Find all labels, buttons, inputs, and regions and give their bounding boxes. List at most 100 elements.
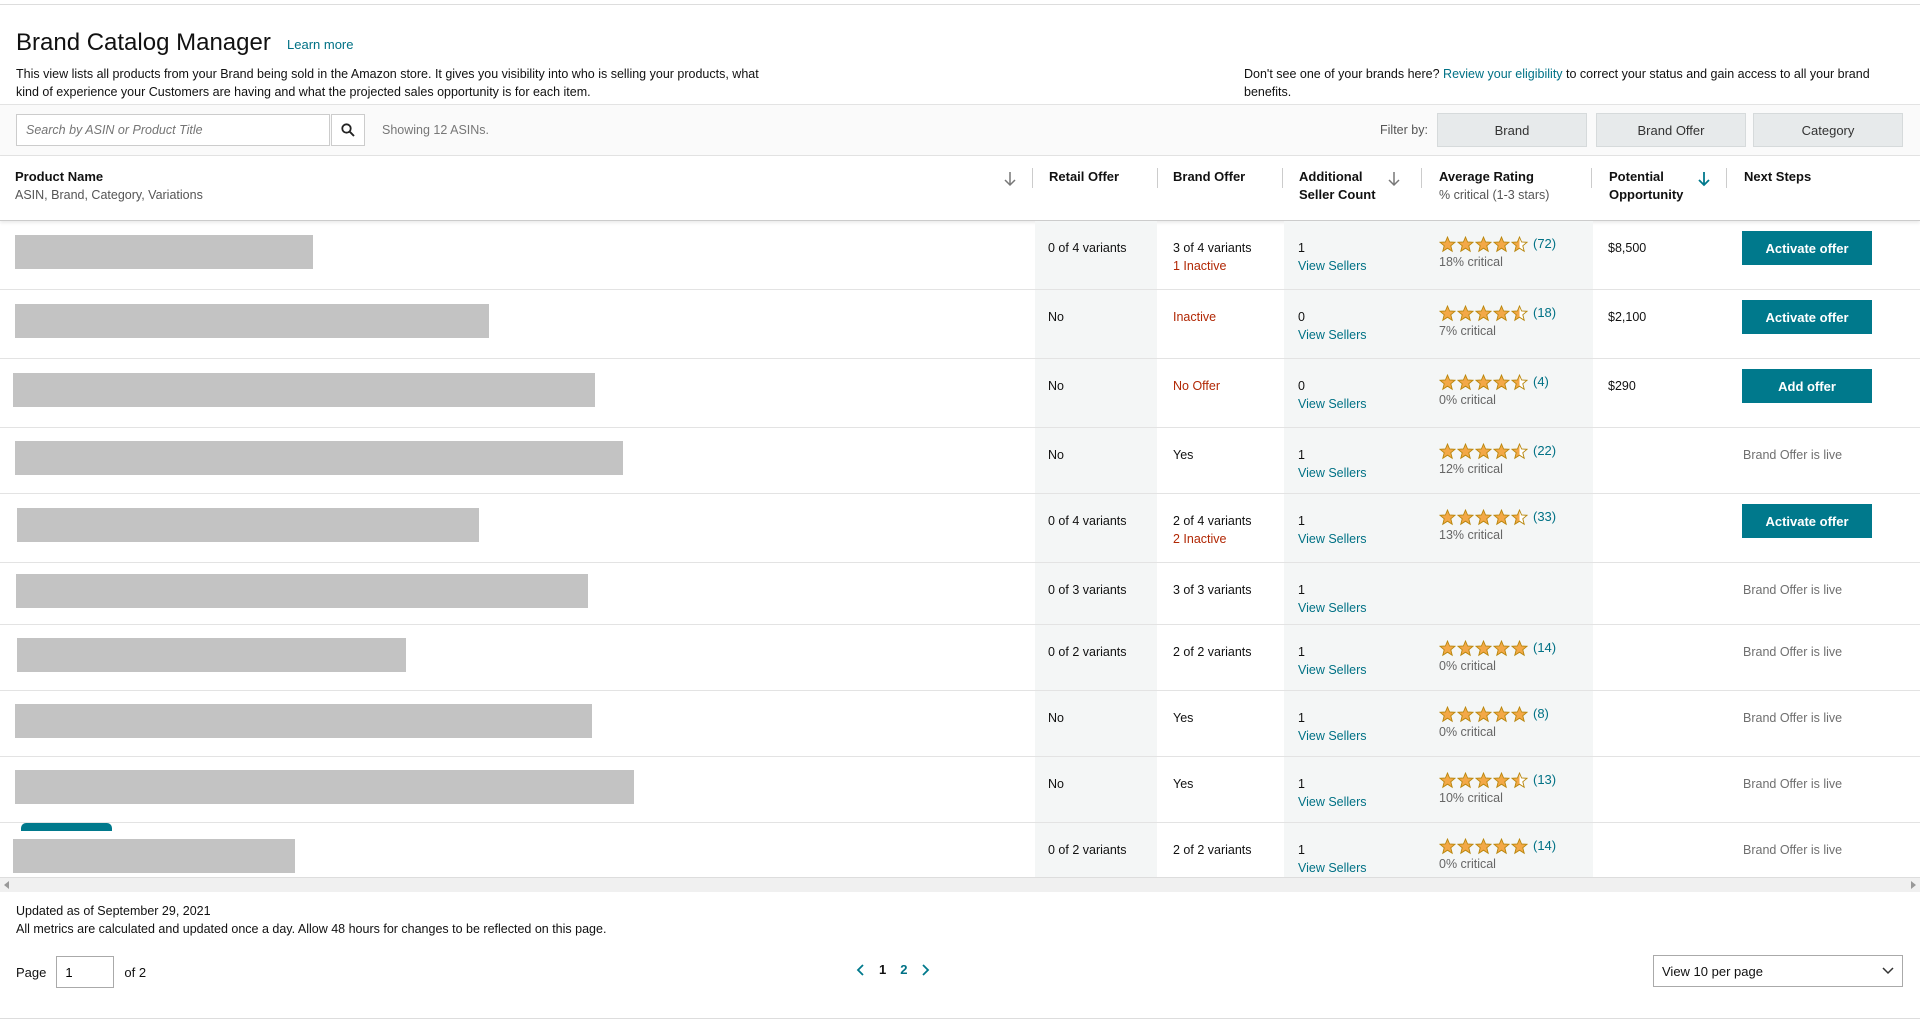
chevron-right-icon[interactable]	[920, 963, 930, 976]
rating-count-link[interactable]: (14)	[1533, 838, 1557, 853]
activate-offer-button[interactable]: Activate offer	[1742, 231, 1872, 265]
chevron-down-icon	[1882, 967, 1894, 975]
view-sellers-link[interactable]: View Sellers	[1298, 795, 1367, 809]
brand-offer-value: 3 of 3 variants	[1173, 583, 1252, 597]
rating-cell: (33) 13% critical	[1439, 508, 1556, 544]
table-row: No Yes 1 View Sellers (8) 0% critical Brand Of…	[0, 691, 1920, 757]
column-divider	[1421, 168, 1422, 188]
retail-offer-value: 0 of 4 variants	[1048, 241, 1127, 255]
page-number-input[interactable]	[56, 956, 115, 988]
star-rating	[1439, 771, 1529, 789]
sort-arrow-down-icon[interactable]	[1387, 171, 1401, 187]
search-input[interactable]	[16, 114, 330, 146]
opportunity-value: $290	[1608, 379, 1636, 393]
star-icon	[1439, 639, 1456, 656]
scroll-right-icon[interactable]	[1909, 881, 1917, 889]
brand-offer-value: Yes	[1173, 711, 1194, 725]
col-brand-offer[interactable]: Brand Offer	[1173, 169, 1246, 184]
view-sellers-link[interactable]: View Sellers	[1298, 663, 1367, 677]
seller-count-value: 0	[1298, 310, 1305, 324]
table-row: 0 of 4 variants 3 of 4 variants 1 Inactive…	[0, 221, 1920, 290]
rating-count-link[interactable]: (4)	[1533, 374, 1549, 389]
view-sellers-link[interactable]: View Sellers	[1298, 328, 1367, 342]
page-link-1[interactable]: 1	[879, 962, 887, 977]
rating-count-link[interactable]: (14)	[1533, 640, 1557, 655]
view-sellers-link[interactable]: View Sellers	[1298, 259, 1367, 273]
rating-count-link[interactable]: (33)	[1533, 509, 1557, 524]
top-divider	[0, 0, 1920, 5]
view-sellers-link[interactable]: View Sellers	[1298, 601, 1367, 615]
brand-offer-value: Inactive	[1173, 310, 1217, 324]
activate-offer-button[interactable]: Activate offer	[1742, 504, 1872, 538]
star-rating	[1439, 304, 1529, 322]
redacted-product-name	[15, 235, 313, 269]
chevron-left-icon[interactable]	[856, 963, 866, 976]
scroll-left-icon[interactable]	[3, 881, 11, 889]
sort-arrow-down-icon[interactable]	[1003, 171, 1017, 187]
rating-count-link[interactable]: (22)	[1533, 443, 1557, 458]
rating-count-link[interactable]: (8)	[1533, 706, 1549, 721]
filter-brand-offer-button[interactable]: Brand Offer	[1596, 113, 1746, 147]
col-potential-opportunity[interactable]: Potential Opportunity	[1609, 169, 1684, 202]
add-offer-button[interactable]: Add offer	[1742, 369, 1872, 403]
rating-count-link[interactable]: (72)	[1533, 236, 1557, 251]
learn-more-link[interactable]: Learn more	[287, 37, 354, 52]
redacted-product-name	[17, 638, 406, 672]
search-button[interactable]	[331, 114, 365, 146]
seller-count-cell: 1 View Sellers	[1298, 446, 1367, 482]
view-sellers-link[interactable]: View Sellers	[1298, 532, 1367, 546]
star-icon	[1457, 639, 1474, 656]
star-icon	[1475, 639, 1492, 656]
star-half-icon	[1511, 373, 1528, 390]
col-seller-count[interactable]: Additional Seller Count	[1299, 169, 1376, 202]
per-page-select[interactable]: View 10 per page	[1653, 955, 1903, 987]
rating-cell: (22) 12% critical	[1439, 442, 1556, 478]
seller-cell-bg	[1284, 428, 1421, 493]
view-sellers-link[interactable]: View Sellers	[1298, 729, 1367, 743]
rating-cell-bg	[1421, 221, 1593, 289]
view-sellers-link[interactable]: View Sellers	[1298, 861, 1367, 875]
page-title: Brand Catalog Manager	[16, 29, 271, 56]
sort-arrow-down-active-icon[interactable]	[1697, 171, 1711, 187]
star-rating	[1439, 508, 1529, 526]
redacted-product-name	[15, 704, 592, 738]
critical-percent: 0% critical	[1439, 725, 1496, 739]
col-retail-offer[interactable]: Retail Offer	[1049, 169, 1120, 184]
critical-percent: 0% critical	[1439, 857, 1496, 871]
review-eligibility-link[interactable]: Review your eligibility	[1443, 67, 1563, 81]
view-sellers-link[interactable]: View Sellers	[1298, 466, 1367, 480]
star-icon	[1511, 639, 1528, 656]
page-link-2[interactable]: 2	[900, 962, 908, 977]
seller-count-cell: 0 View Sellers	[1298, 377, 1367, 413]
footer-note: Updated as of September 29, 2021 All met…	[16, 902, 606, 938]
star-icon	[1457, 837, 1474, 854]
star-icon	[1493, 508, 1510, 525]
per-page-value: View 10 per page	[1662, 963, 1763, 979]
retail-cell-bg	[1035, 823, 1157, 887]
rating-cell: (8) 0% critical	[1439, 705, 1549, 741]
offer-status: Brand Offer is live	[1743, 843, 1843, 857]
retail-cell-bg	[1035, 563, 1157, 624]
horizontal-scrollbar[interactable]	[0, 877, 1920, 892]
retail-cell-bg	[1035, 221, 1157, 289]
col-product-sub: ASIN, Brand, Category, Variations	[15, 188, 203, 202]
filter-brand-button[interactable]: Brand	[1437, 113, 1587, 147]
view-sellers-link[interactable]: View Sellers	[1298, 397, 1367, 411]
col-average-rating[interactable]: Average Rating% critical (1-3 stars)	[1439, 169, 1550, 202]
seller-cell-bg	[1284, 494, 1421, 562]
filter-category-button[interactable]: Category	[1753, 113, 1903, 147]
seller-count-cell: 1 View Sellers	[1298, 709, 1367, 745]
column-divider	[1157, 168, 1158, 188]
rating-count-link[interactable]: (13)	[1533, 772, 1557, 787]
star-icon	[1457, 771, 1474, 788]
retail-cell-bg	[1035, 691, 1157, 756]
col-product-name[interactable]: Product Name ASIN, Brand, Category, Varia…	[15, 169, 203, 202]
star-half-icon	[1511, 304, 1528, 321]
retail-cell-bg	[1035, 625, 1157, 690]
rating-cell-bg	[1421, 563, 1593, 624]
brand-offer-value: 3 of 4 variants 1 Inactive	[1173, 241, 1252, 273]
star-icon	[1493, 235, 1510, 252]
rating-count-link[interactable]: (18)	[1533, 305, 1557, 320]
activate-offer-button[interactable]: Activate offer	[1742, 300, 1872, 334]
star-half-icon	[1511, 508, 1528, 525]
